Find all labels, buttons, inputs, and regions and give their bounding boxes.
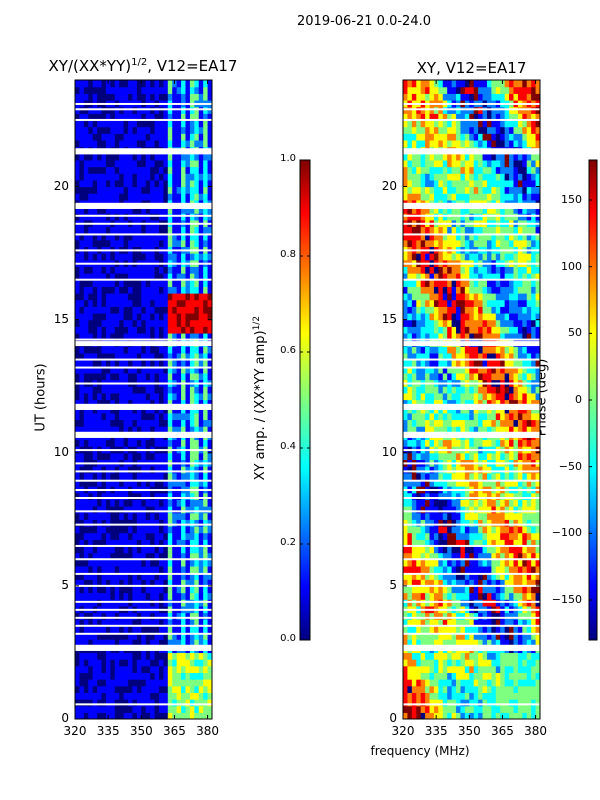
phase-x-tick-label: 320 (391, 724, 415, 738)
phase-x-tick-label: 350 (457, 724, 481, 738)
phase-y-tick-label: 0 (389, 711, 397, 725)
amp-colorbar-tick-label: 0.6 (280, 345, 296, 356)
amp-x-tick-label: 350 (129, 724, 153, 738)
phase-x-tick-label: 380 (524, 724, 548, 738)
frequency-x-axis-label: frequency (MHz) (370, 744, 470, 758)
phase-colorbar-tick-label: −50 (558, 459, 582, 473)
phase-colorbar-tick-label: −100 (551, 526, 582, 540)
amp-x-tick-label: 335 (96, 724, 120, 738)
amp-colorbar (299, 159, 311, 641)
phase-heatmap (403, 80, 540, 719)
amp-colorbar-tick-label: 0.8 (280, 249, 296, 260)
amp-y-tick-label: 10 (53, 444, 69, 459)
phase-x-tick-label: 335 (424, 724, 448, 738)
amp-y-tick-label: 0 (61, 711, 69, 725)
amp-y-tick-label: 20 (53, 178, 69, 193)
amp-x-tick-label: 365 (162, 724, 186, 738)
amp-x-tick-label: 380 (196, 724, 220, 738)
phase-panel-title: XY, V12=EA17 (416, 59, 527, 77)
amp-heatmap (75, 80, 212, 719)
phase-colorbar-tick-label: 100 (561, 259, 582, 273)
amp-y-tick-label: 5 (61, 577, 69, 592)
phase-y-tick-label: 15 (381, 311, 397, 326)
amp-colorbar-tick-label: 0.2 (280, 537, 296, 548)
figure-suptitle: 2019-06-21 0.0-24.0 (297, 14, 431, 29)
amp-y-tick-label: 15 (53, 311, 69, 326)
amp-colorbar-tick-label: 0.0 (280, 633, 296, 644)
amp-colorbar-tick-label: 0.4 (280, 441, 296, 452)
phase-y-tick-label: 5 (389, 577, 397, 592)
phase-x-tick-label: 365 (490, 724, 514, 738)
amp-x-tick-label: 320 (63, 724, 87, 738)
phase-y-tick-label: 10 (381, 444, 397, 459)
phase-y-tick-label: 20 (381, 178, 397, 193)
phase-colorbar-tick-label: −150 (551, 593, 582, 606)
phase-colorbar-tick-label: 50 (568, 326, 582, 340)
amp-panel-title: XY/(XX*YY)1/2, V12=EA17 (48, 57, 238, 75)
amp-colorbar-tick-label: 1.0 (280, 153, 296, 164)
phase-colorbar-tick-label: 0 (575, 393, 582, 406)
phase-colorbar-tick-label: 150 (561, 193, 582, 206)
